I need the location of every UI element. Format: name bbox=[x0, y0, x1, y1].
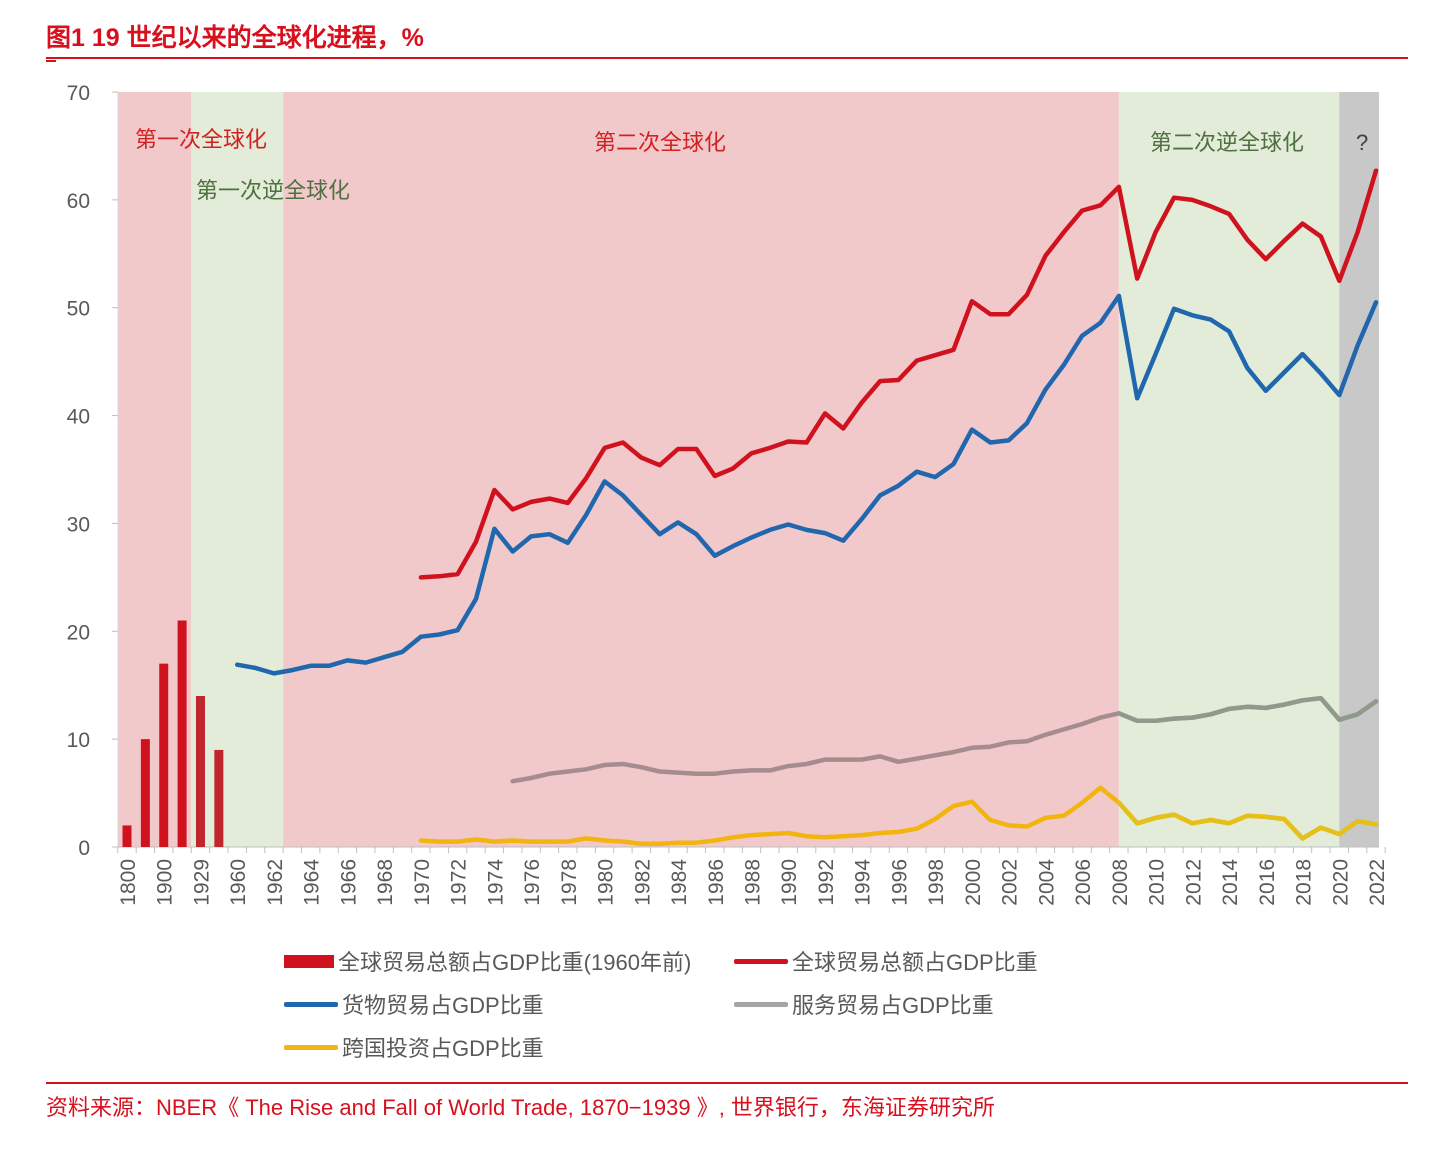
x-tick-label: 1968 bbox=[374, 859, 397, 906]
bar bbox=[214, 749, 224, 847]
x-tick-label: 1974 bbox=[484, 859, 507, 906]
legend-label: 全球贸易总额占GDP比重(1960年前) bbox=[338, 950, 692, 975]
legend-item-total-trade-pre1960: 全球贸易总额占GDP比重(1960年前) bbox=[284, 945, 691, 977]
legend-item-services-trade: 服务贸易占GDP比重 bbox=[734, 988, 994, 1020]
x-tick-label: 1982 bbox=[631, 859, 654, 906]
x-tick-label: 1970 bbox=[411, 859, 434, 906]
region-label: 第一次逆全球化 bbox=[196, 178, 350, 203]
x-tick-label: 1929 bbox=[190, 859, 213, 906]
x-tick-label: 1900 bbox=[154, 859, 177, 906]
region-band bbox=[283, 92, 1119, 847]
x-tick-label: 2006 bbox=[1072, 859, 1095, 906]
x-tick-label: 2004 bbox=[1035, 859, 1058, 906]
series-line-fdi-post2008 bbox=[1116, 800, 1379, 841]
x-tick-label: 2012 bbox=[1182, 859, 1205, 906]
axes: 0 10 20 30 40 50 60 70 1800 1900 1929 1960 1962 1964 1… bbox=[67, 82, 1389, 906]
x-tick-label: 1960 bbox=[227, 859, 250, 906]
bars bbox=[122, 620, 224, 847]
x-tick-label: 1800 bbox=[117, 859, 140, 906]
y-tick-label: 20 bbox=[67, 621, 90, 644]
x-tick-label: 2020 bbox=[1329, 859, 1352, 906]
legend-swatch-bar bbox=[284, 954, 334, 968]
legend-swatch-line bbox=[284, 1044, 338, 1050]
region-band bbox=[1118, 92, 1340, 847]
x-tick-label: 2000 bbox=[962, 859, 985, 906]
x-tick-label: 1990 bbox=[778, 859, 801, 906]
y-tick-label: 60 bbox=[67, 190, 90, 213]
x-tick-label: 2002 bbox=[999, 859, 1022, 906]
bar bbox=[122, 825, 132, 847]
x-tick-label: 2018 bbox=[1293, 859, 1316, 906]
legend-label: 全球贸易总额占GDP比重 bbox=[792, 950, 1038, 975]
series-line-total-trade bbox=[418, 168, 1379, 580]
x-tick-label: 1980 bbox=[595, 859, 618, 906]
x-tick-label: 1964 bbox=[301, 859, 324, 906]
x-tick-label: 1986 bbox=[705, 859, 728, 906]
region-backgrounds bbox=[118, 92, 1379, 847]
y-tick-label: 50 bbox=[67, 298, 90, 321]
legend-label: 跨国投资占GDP比重 bbox=[342, 1036, 544, 1061]
x-tick-label: 2022 bbox=[1366, 859, 1389, 906]
region-label: 第二次逆全球化 bbox=[1150, 130, 1304, 155]
bar bbox=[195, 696, 205, 847]
region-label: 第二次全球化 bbox=[594, 130, 726, 155]
legend-item-fdi: 跨国投资占GDP比重 bbox=[284, 1031, 544, 1063]
x-tick-label: 1988 bbox=[742, 859, 765, 906]
title-divider-accent bbox=[46, 60, 56, 62]
source-divider bbox=[46, 1082, 1408, 1084]
x-tick-label: 1984 bbox=[668, 859, 691, 906]
x-tick-label: 1966 bbox=[337, 859, 360, 906]
x-tick-label: 1972 bbox=[448, 859, 471, 906]
x-tick-label: 1998 bbox=[925, 859, 948, 906]
x-tick-label: 2014 bbox=[1219, 859, 1242, 906]
legend-item-total-trade: 全球贸易总额占GDP比重 bbox=[734, 945, 1038, 977]
x-tick-label: 1992 bbox=[815, 859, 838, 906]
x-tick-label: 1978 bbox=[558, 859, 581, 906]
x-tick-label: 1996 bbox=[888, 859, 911, 906]
y-tick-label: 40 bbox=[67, 406, 90, 429]
legend-label: 服务贸易占GDP比重 bbox=[792, 993, 994, 1018]
series-line-services-trade-post2008 bbox=[1116, 695, 1379, 724]
legend-item-goods-trade: 货物贸易占GDP比重 bbox=[284, 988, 544, 1020]
region-label: ? bbox=[1356, 130, 1368, 155]
bar bbox=[177, 620, 187, 847]
x-tick-label: 1962 bbox=[264, 859, 287, 906]
source-note: 资料来源：NBER《 The Rise and Fall of World Tr… bbox=[46, 1095, 995, 1120]
x-tick-label: 2008 bbox=[1109, 859, 1132, 906]
y-tick-label: 0 bbox=[78, 837, 90, 860]
y-tick-label: 10 bbox=[67, 729, 90, 752]
series-lines bbox=[234, 168, 1379, 847]
region-band bbox=[191, 92, 284, 847]
legend-swatch-line bbox=[734, 958, 788, 964]
bar bbox=[140, 739, 150, 847]
y-tick-label: 30 bbox=[67, 513, 90, 536]
chart-title: 图1 19 世纪以来的全球化进程，% bbox=[46, 24, 424, 52]
region-label: 第一次全球化 bbox=[135, 127, 267, 152]
series-line-goods-trade bbox=[234, 293, 1379, 676]
x-tick-label: 1994 bbox=[852, 859, 875, 906]
legend-label: 货物贸易占GDP比重 bbox=[342, 993, 544, 1018]
x-tick-label: 2010 bbox=[1146, 859, 1169, 906]
legend: 全球贸易总额占GDP比重(1960年前) 全球贸易总额占GDP比重 货物贸易占G… bbox=[284, 945, 1084, 1075]
x-tick-label: 1976 bbox=[521, 859, 544, 906]
region-band bbox=[1339, 92, 1379, 847]
title-divider bbox=[46, 57, 1408, 59]
legend-swatch-line bbox=[284, 1001, 338, 1007]
x-tick-label: 2016 bbox=[1256, 859, 1279, 906]
bar bbox=[159, 663, 169, 847]
y-tick-label: 70 bbox=[67, 82, 90, 105]
legend-swatch-line bbox=[734, 1001, 788, 1007]
